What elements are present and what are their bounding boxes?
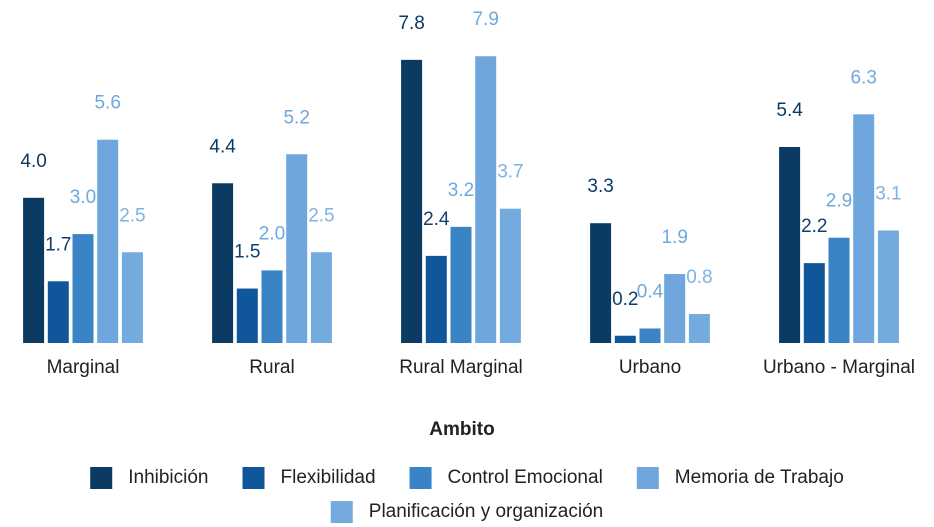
- value-label: 1.5: [234, 242, 260, 263]
- bar: [688, 313, 710, 343]
- legend-label: Memoria de Trabajo: [675, 467, 844, 488]
- bar: [590, 223, 612, 343]
- legend-swatch: [90, 467, 113, 489]
- value-label: 2.2: [801, 216, 827, 237]
- bar: [97, 139, 119, 343]
- value-label: 7.8: [398, 13, 424, 34]
- value-label: 3.3: [587, 176, 613, 197]
- value-label: 2.0: [259, 223, 285, 244]
- x-tick-label: Urbano - Marginal: [763, 357, 915, 378]
- legend-label: Flexibilidad: [281, 467, 376, 488]
- bar: [72, 234, 94, 343]
- bar: [261, 270, 283, 343]
- bar: [286, 154, 308, 343]
- bar: [664, 274, 686, 343]
- value-label: 0.2: [612, 289, 638, 310]
- value-label: 3.7: [497, 162, 523, 183]
- legend-swatch: [409, 467, 432, 489]
- value-label: 0.4: [637, 281, 664, 302]
- x-tick-label: Urbano: [619, 357, 681, 378]
- bar: [499, 208, 521, 343]
- value-label: 2.9: [826, 191, 852, 212]
- x-tick-label: Marginal: [47, 357, 120, 378]
- bar: [23, 197, 45, 343]
- value-label: 0.8: [686, 267, 712, 288]
- bar: [639, 328, 661, 343]
- bar: [853, 114, 875, 343]
- value-label: 5.6: [94, 93, 120, 114]
- value-label: 3.0: [70, 187, 96, 208]
- bar: [779, 146, 801, 343]
- bar: [614, 335, 636, 343]
- bar: [236, 288, 258, 343]
- value-label: 4.0: [20, 151, 46, 172]
- x-axis-title: Ambito: [429, 419, 494, 440]
- bar: [47, 281, 69, 343]
- value-label: 2.5: [308, 205, 334, 226]
- x-tick-label: Rural: [249, 357, 294, 378]
- legend-swatch: [330, 501, 353, 523]
- value-label: 5.2: [283, 107, 309, 128]
- value-label: 3.1: [875, 183, 901, 204]
- value-label: 2.4: [423, 209, 450, 230]
- value-label: 7.9: [472, 9, 498, 30]
- bar: [450, 226, 472, 343]
- value-label: 5.4: [776, 100, 803, 121]
- value-label: 6.3: [850, 67, 876, 88]
- bar: [877, 230, 899, 343]
- x-tick-label: Rural Marginal: [399, 357, 523, 378]
- legend-label: Control Emocional: [448, 467, 603, 488]
- value-label: 1.7: [45, 234, 71, 255]
- legend-swatch: [242, 467, 265, 489]
- value-label: 2.5: [119, 205, 145, 226]
- legend-label: Inhibición: [128, 467, 208, 488]
- bar: [401, 59, 423, 344]
- bar: [121, 252, 143, 343]
- legend-swatch: [636, 467, 659, 489]
- bar: [475, 56, 497, 343]
- value-label: 3.2: [448, 180, 474, 201]
- bar: [425, 255, 447, 343]
- bar: [803, 263, 825, 343]
- value-label: 1.9: [661, 227, 687, 248]
- bar: [310, 252, 332, 343]
- bar: [212, 183, 234, 343]
- legend-label: Planificación y organización: [369, 501, 603, 522]
- value-label: 4.4: [209, 136, 236, 157]
- bar: [828, 237, 850, 343]
